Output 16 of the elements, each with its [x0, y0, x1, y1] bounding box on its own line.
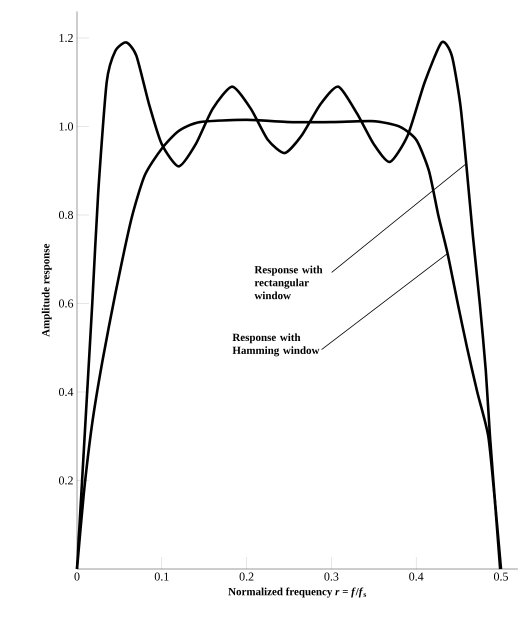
- y-tick-label: 0.2: [58, 476, 73, 485]
- annotation: Response with rectangular window: [254, 266, 322, 300]
- x-tick-label: 0.3: [324, 572, 338, 581]
- x-tick-label: 0: [74, 572, 80, 581]
- y-tick-label: 0.6: [58, 299, 74, 308]
- x-tick-label: 0.1: [154, 572, 169, 581]
- x-tick-label: 0.4: [409, 572, 424, 581]
- annotation: Response with Hamming window: [232, 333, 320, 356]
- y-tick-label: 1.2: [60, 34, 73, 42]
- x-tick-label: 0.2: [240, 572, 254, 581]
- y-tick-label: 0.8: [58, 210, 74, 220]
- x-axis-title: Normalized frequency r = f/f$_{s}$: [228, 587, 366, 598]
- y-tick-label: 0.4: [58, 388, 74, 396]
- x-tick-label: 0.5: [494, 572, 508, 581]
- y-axis-title: Amplitude response: [42, 244, 52, 337]
- y-tick-label: 1.0: [60, 122, 74, 131]
